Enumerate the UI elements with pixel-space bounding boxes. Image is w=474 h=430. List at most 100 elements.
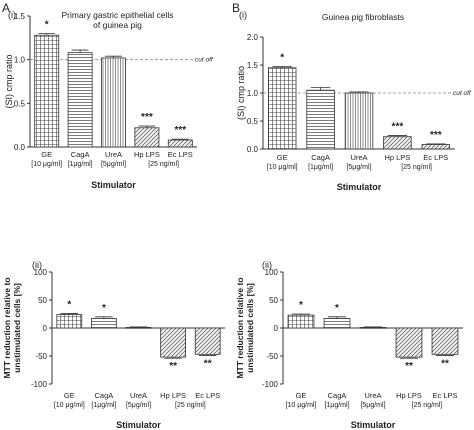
chart-title: Primary gastric epithelial cells (62, 10, 174, 20)
bar (267, 67, 297, 150)
bar (125, 327, 152, 329)
bar (160, 327, 186, 358)
x-tick-label: Ec LPS (432, 391, 457, 400)
cutoff-label: cut off (453, 90, 472, 97)
x-tick-label: Hp LPS (396, 391, 422, 400)
x-tick-concentration: [1μg/ml] (91, 402, 116, 409)
x-tick-concentration: [1μg/ml] (308, 164, 333, 171)
x-tick-label: UreA (364, 391, 381, 400)
bar (287, 314, 315, 329)
x-tick-concentration: [5μg/ml] (360, 402, 385, 409)
y-tick-label: 0.0 (247, 145, 259, 154)
significance-label: ** (204, 358, 212, 369)
significance-label: *** (141, 112, 153, 123)
y-tick-label: 0 (274, 324, 279, 333)
significance-label: *** (174, 125, 186, 136)
bar (359, 327, 387, 329)
bar (134, 127, 160, 148)
x-tick-label: GE (64, 391, 75, 400)
y-tick-label: 50 (38, 296, 47, 305)
x-tick-concentration: [10 μg/ml] (31, 161, 62, 168)
x-tick-label: CagA (311, 153, 330, 162)
y-tick-label: 1.0 (14, 56, 26, 65)
x-tick-concentration: [1μg/ml] (324, 402, 349, 409)
bar (194, 327, 221, 355)
significance-label: ** (441, 358, 449, 369)
x-group-label: [25 ng/ml] (401, 164, 432, 171)
significance-label: * (299, 300, 303, 311)
y-axis-label: MTT reduction relative tounstimulated ce… (235, 277, 255, 378)
x-tick-label: GE (296, 391, 307, 400)
bar (421, 144, 451, 150)
x-tick-concentration: [5μg/ml] (126, 402, 151, 409)
panel-letter-a: A (2, 1, 10, 15)
significance-label: ** (169, 361, 177, 372)
y-tick-label: 100 (265, 268, 279, 277)
x-tick-label: CagA (71, 150, 90, 159)
chart-title: Guinea pig fibroblasts (322, 12, 404, 22)
x-tick-concentration: [10 μg/ml] (286, 402, 317, 409)
y-axis-label: MTT reduction relative tounstimulated ce… (2, 277, 22, 378)
chart-a-ii: (ii) -100 -50 0 50 100 MTT reduction relative … (2, 260, 225, 430)
x-tick-concentration: [10 μg/ml] (267, 164, 298, 171)
panel-sub-label: (i) (239, 10, 247, 20)
x-tick-label: UreA (350, 153, 367, 162)
y-tick-label: -50 (35, 352, 47, 361)
y-tick-label: 100 (34, 268, 48, 277)
x-tick-label: UreA (105, 150, 122, 159)
x-tick-label: Hp LPS (134, 150, 160, 159)
y-tick-label: 0.5 (247, 117, 259, 126)
x-axis-label: Stimulator (351, 420, 396, 430)
x-axis-label: Stimulator (337, 182, 382, 192)
x-axis-label: Stimulator (91, 180, 136, 190)
chart-title: of guinea pig (93, 20, 142, 30)
panel-sub-label: (i) (8, 10, 16, 20)
bar (167, 139, 193, 148)
y-tick-label: 1.5 (247, 61, 259, 70)
significance-label: *** (430, 130, 442, 141)
panel-letter-b: B (232, 1, 240, 15)
chart-b-ii: (ii) -100 -50 0 50 100 MTT reduction relative … (235, 260, 463, 430)
significance-label: * (67, 299, 71, 310)
y-tick-label: -100 (31, 380, 48, 389)
significance-label: * (280, 53, 284, 64)
x-tick-concentration: [10 μg/ml] (54, 402, 85, 409)
bar (395, 327, 423, 358)
bar (344, 92, 374, 150)
x-tick-label: Hp LPS (160, 391, 186, 400)
x-axis-label: Stimulator (116, 420, 161, 430)
y-tick-label: 1.5 (14, 12, 26, 21)
significance-label: * (102, 303, 106, 314)
panel-sub-label: (ii) (32, 260, 42, 270)
x-group-label: [25 ng/ml] (148, 161, 179, 168)
significance-label: * (45, 19, 49, 30)
y-tick-label: 50 (269, 296, 278, 305)
x-tick-concentration: [1μg/ml] (68, 161, 93, 168)
y-tick-label: 2.0 (247, 33, 259, 42)
bar (431, 327, 459, 355)
x-tick-label: Ec LPS (195, 391, 220, 400)
bar (67, 52, 93, 148)
y-tick-label: -100 (262, 380, 279, 389)
cutoff-label: cut off (195, 57, 214, 64)
y-tick-label: -50 (266, 352, 278, 361)
y-tick-label: 0 (43, 324, 48, 333)
y-axis-label: (SI) cmp ratio (236, 66, 246, 120)
x-tick-label: Ec LPS (168, 150, 193, 159)
bar (34, 34, 60, 148)
bar (91, 318, 117, 329)
x-tick-label: GE (41, 150, 52, 159)
y-tick-label: 0.0 (14, 143, 26, 152)
x-tick-label: Hp LPS (384, 153, 410, 162)
bar (306, 89, 335, 150)
chart-b-i: (i) Guinea pig fibroblasts 0.0 0.5 1.0 1.5 2.0… (236, 10, 472, 192)
x-tick-concentration: [5μg/ml] (101, 161, 126, 168)
bar (56, 314, 83, 329)
x-tick-label: CagA (95, 391, 114, 400)
bar (101, 57, 126, 148)
x-tick-label: GE (277, 153, 288, 162)
x-group-label: [25 ng/ml] (412, 402, 443, 409)
y-tick-label: 1.0 (247, 89, 259, 98)
